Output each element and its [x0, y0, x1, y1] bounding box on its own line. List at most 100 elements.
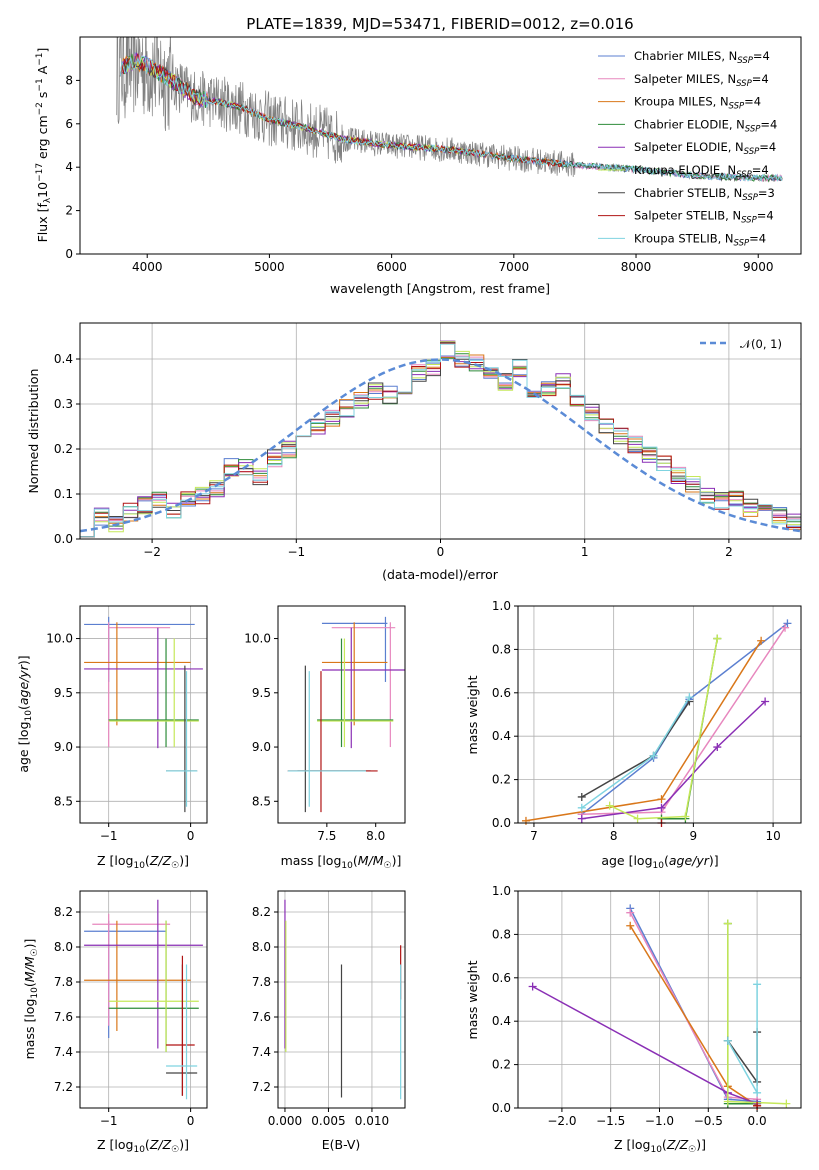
- age-vs-mass-plot: 7.5 8.0 8.5 9.0 9.5 10.0: [244, 605, 406, 843]
- weight-point-marker: [781, 623, 790, 632]
- weight-point-marker: [681, 812, 690, 821]
- x-tick-label: 5000: [254, 260, 285, 274]
- x-tick-label: 0: [187, 829, 195, 843]
- plot-frame: [517, 605, 802, 824]
- weight-point-marker: [528, 982, 537, 991]
- spectrum-series: [116, 37, 783, 183]
- x-tick-label: 9000: [743, 260, 774, 274]
- x-tick-label: −2: [143, 545, 161, 559]
- x-tick-label: 0.005: [311, 1114, 345, 1128]
- age-vs-Z-gridlines: [80, 606, 207, 823]
- weight-line: [629, 912, 758, 1101]
- mass-vs-Z-x-axis-label: Z [log10(Z/Z☉)]: [97, 1137, 189, 1155]
- residuals-series: [79, 340, 802, 538]
- x-tick-label: −1.5: [596, 1114, 625, 1128]
- mass-vs-EBV-plot: 0.000 0.005 0.010 7.2 7.4 7.6 7.8 8.0 8.2: [252, 890, 406, 1128]
- weight-point-marker: [633, 814, 642, 823]
- weight-line: [629, 925, 758, 1107]
- weight-point-marker: [713, 634, 722, 643]
- y-tick-label: 8.2: [54, 905, 73, 919]
- x-tick-label: 0: [187, 1114, 195, 1128]
- weight-point-marker: [782, 1099, 791, 1108]
- spectrum-panel: 4000 5000 6000 7000 8000 9000 0 2 4 6 8 wavelength…: [35, 36, 802, 296]
- y-tick-label: 0.0: [492, 816, 511, 830]
- y-tick-label: 10.0: [46, 632, 73, 646]
- model-spectrum-kroupa-stelib: [119, 55, 783, 183]
- y-tick-label: 0.4: [492, 729, 511, 743]
- weight-vs-Z-plot: −2.0 −1.5 −1.0 −0.5 0.0 0.0 0.2 0.4 0.6 0.8 1.0: [492, 884, 802, 1128]
- x-tick-label: −1.0: [645, 1114, 674, 1128]
- y-tick-label: 0.6: [492, 971, 511, 985]
- age-vs-mass-x-axis-label: mass [log10(M/M☉)]: [281, 853, 402, 871]
- weight-line: [581, 701, 691, 798]
- y-tick-label: 8.0: [252, 940, 271, 954]
- weight-point-marker: [521, 816, 530, 825]
- y-tick-label: 7.4: [252, 1045, 271, 1059]
- y-tick-label: 0.2: [492, 1058, 511, 1072]
- y-tick-label: 0.0: [54, 532, 73, 546]
- y-tick-label: 0.8: [492, 642, 511, 656]
- legend-entry: Salpeter ELODIE, NSSP=4: [634, 140, 776, 157]
- plot-frame: [79, 890, 208, 1109]
- spectrum-legend: Chabrier MILES, NSSP=4 Salpeter MILES, NS…: [598, 49, 777, 248]
- weight-vs-age-x-axis-label: age [log10(age/yr)]: [601, 853, 718, 871]
- x-tick-label: 2: [725, 545, 733, 559]
- weight-vs-age-plot: 7 8 9 10 0.0 0.2 0.4 0.6 0.8 1.0: [492, 599, 802, 843]
- mass-vs-EBV-x-axis-label: E(B-V): [322, 1137, 361, 1152]
- y-tick-label: 8.5: [54, 794, 73, 808]
- y-tick-label: 8.0: [54, 940, 73, 954]
- y-tick-label: 8.5: [252, 794, 271, 808]
- x-tick-label: 10: [765, 829, 780, 843]
- x-tick-label: −1: [287, 545, 305, 559]
- y-tick-label: 2: [65, 204, 73, 218]
- mass-vs-Z-gridlines: [80, 891, 207, 1108]
- y-tick-label: 1.0: [492, 884, 511, 898]
- weight-point-marker: [657, 795, 666, 804]
- weight-point-marker: [757, 636, 766, 645]
- weight-line: [525, 640, 762, 822]
- mass-vs-EBV-panel: 0.000 0.005 0.010 7.2 7.4 7.6 7.8 8.0 8.2 E(B-V): [252, 890, 406, 1152]
- weight-point-marker: [626, 908, 635, 917]
- weight-line: [581, 700, 766, 820]
- weight-point-marker: [626, 921, 635, 930]
- x-tick-label: 6000: [376, 260, 407, 274]
- weight-line: [532, 985, 758, 1105]
- weight-vs-Z-y-axis-label: mass weight: [465, 960, 480, 1039]
- weight-point-marker: [723, 919, 732, 928]
- weight-point-marker: [577, 792, 586, 801]
- x-tick-label: 7000: [499, 260, 530, 274]
- y-tick-label: 4: [65, 160, 73, 174]
- x-tick-label: −0.5: [694, 1114, 723, 1128]
- x-tick-label: 4000: [132, 260, 163, 274]
- age-vs-Z-y-axis-label: age [log10(age/yr)]: [16, 655, 34, 772]
- x-tick-label: 7: [530, 829, 538, 843]
- y-tick-label: 10.0: [244, 632, 271, 646]
- plot-frame: [517, 890, 802, 1109]
- legend-entry: Chabrier ELODIE, NSSP=4: [634, 117, 777, 134]
- spectrum-frame: [79, 36, 802, 255]
- residual-histogram: [80, 343, 802, 538]
- weight-vs-age-gridlines: [518, 605, 801, 824]
- residuals-legend-label: 𝒩(0, 1): [740, 337, 782, 351]
- x-tick-label: −1: [100, 1114, 118, 1128]
- weight-point-marker: [753, 980, 762, 989]
- y-tick-label: 9.5: [252, 686, 271, 700]
- weight-vs-Z-x-axis-label: Z [log10(Z/Z☉)]: [614, 1137, 706, 1155]
- y-tick-label: 0.2: [492, 773, 511, 787]
- gaussian-reference-curve: [79, 358, 802, 533]
- x-tick-label: 0.000: [268, 1114, 302, 1128]
- y-tick-label: 0.4: [54, 352, 73, 366]
- x-tick-label: 1: [581, 545, 589, 559]
- weight-point-marker: [713, 743, 722, 752]
- residuals-y-axis-label: Normed distribution: [26, 369, 41, 494]
- weight-vs-age-y-axis-label: mass weight: [465, 675, 480, 754]
- legend-entry: Kroupa ELODIE, NSSP=4: [634, 163, 769, 180]
- x-tick-label: 9: [690, 829, 698, 843]
- residuals-legend: 𝒩(0, 1): [700, 337, 782, 351]
- x-tick-label: −1: [100, 829, 118, 843]
- age-vs-mass-panel: 7.5 8.0 8.5 9.0 9.5 10.0 mass [log10(M/M☉)]: [244, 605, 406, 871]
- y-tick-label: 0.2: [54, 442, 73, 456]
- residuals-panel: −2 −1 0 1 2 0.0 0.1 0.2 0.3 0.4 (data-model)/erro…: [26, 322, 802, 582]
- plot-frame: [277, 890, 406, 1109]
